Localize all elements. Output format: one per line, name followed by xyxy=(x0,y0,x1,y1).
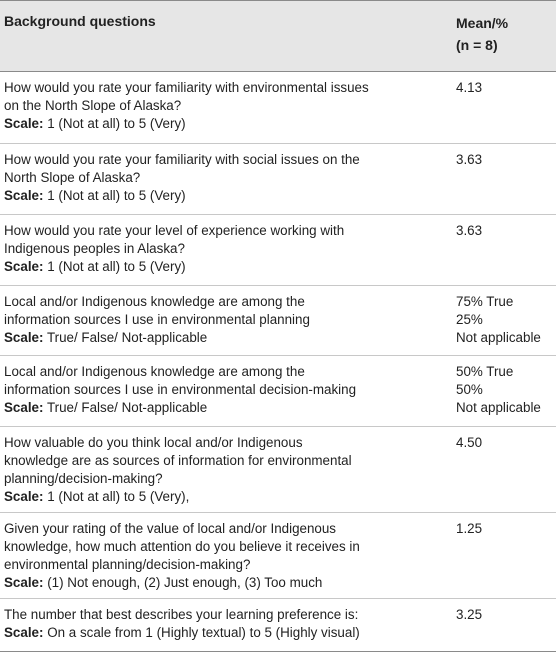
question-cell: Local and/or Indigenous knowledge are am… xyxy=(4,363,444,417)
question-text: North Slope of Alaska? xyxy=(4,170,141,185)
value-text: Not applicable xyxy=(456,400,541,415)
table-row: The number that best describes your lear… xyxy=(0,599,556,652)
scale-line: Scale: On a scale from 1 (Highly textual… xyxy=(4,624,544,642)
value-text: 1.25 xyxy=(456,521,483,536)
question-text: information sources I use in environment… xyxy=(4,312,310,327)
value-text: 75% True xyxy=(456,294,514,309)
scale-text: True/ False/ Not-applicable xyxy=(46,400,208,415)
scale-label: Scale: xyxy=(4,489,44,504)
table-row: How would you rate your familiarity with… xyxy=(0,144,556,215)
scale-line: Scale: True/ False/ Not-applicable xyxy=(4,399,444,417)
table-header: Background questions Mean/% (n = 8) xyxy=(0,0,556,72)
question-cell: How would you rate your familiarity with… xyxy=(4,79,444,133)
scale-label: Scale: xyxy=(4,330,44,345)
scale-line: Scale: True/ False/ Not-applicable xyxy=(4,329,444,347)
value-text: 3.63 xyxy=(456,152,483,167)
value-cell: 50% True 50% Not applicable xyxy=(456,363,556,417)
value-cell: 3.63 xyxy=(456,151,556,169)
scale-line: Scale: 1 (Not at all) to 5 (Very) xyxy=(4,258,444,276)
scale-text: 1 (Not at all) to 5 (Very), xyxy=(47,489,190,504)
question-text: environmental planning/decision-making? xyxy=(4,557,251,572)
question-text: on the North Slope of Alaska? xyxy=(4,98,182,113)
table-row: Local and/or Indigenous knowledge are am… xyxy=(0,356,556,427)
question-text: How would you rate your familiarity with… xyxy=(4,152,360,167)
value-cell: 3.63 xyxy=(456,222,556,240)
value-cell: 1.25 xyxy=(456,520,556,538)
question-cell: Given your rating of the value of local … xyxy=(4,520,444,592)
value-text: 4.13 xyxy=(456,80,483,95)
question-cell: Local and/or Indigenous knowledge are am… xyxy=(4,293,444,347)
question-text: knowledge, how much attention do you bel… xyxy=(4,539,360,554)
question-text: How would you rate your level of experie… xyxy=(4,223,345,238)
value-text: 3.25 xyxy=(456,607,483,622)
question-cell: The number that best describes your lear… xyxy=(4,606,544,642)
question-cell: How would you rate your familiarity with… xyxy=(4,151,444,205)
value-cell: 3.25 xyxy=(456,606,556,624)
header-background-questions: Background questions xyxy=(4,13,156,29)
header-n-label: (n = 8) xyxy=(456,37,498,53)
scale-line: Scale: (1) Not enough, (2) Just enough, … xyxy=(4,574,444,592)
scale-text: 1 (Not at all) to 5 (Very) xyxy=(47,259,186,274)
scale-label: Scale: xyxy=(4,259,44,274)
question-text: How would you rate your familiarity with… xyxy=(4,80,369,95)
question-text: Local and/or Indigenous knowledge are am… xyxy=(4,294,305,309)
question-cell: How valuable do you think local and/or I… xyxy=(4,434,444,506)
value-text: Not applicable xyxy=(456,330,541,345)
question-text: information sources I use in environment… xyxy=(4,382,357,397)
scale-text: 1 (Not at all) to 5 (Very) xyxy=(47,188,186,203)
scale-line: Scale: 1 (Not at all) to 5 (Very), xyxy=(4,488,444,506)
value-cell: 4.13 xyxy=(456,79,556,97)
value-cell: 4.50 xyxy=(456,434,556,452)
table-row: Local and/or Indigenous knowledge are am… xyxy=(0,286,556,356)
scale-text: 1 (Not at all) to 5 (Very) xyxy=(47,116,186,131)
value-text: 4.50 xyxy=(456,435,483,450)
scale-label: Scale: xyxy=(4,575,44,590)
question-cell: How would you rate your level of experie… xyxy=(4,222,444,276)
scale-label: Scale: xyxy=(4,116,44,131)
table-row: How would you rate your level of experie… xyxy=(0,215,556,286)
scale-text: (1) Not enough, (2) Just enough, (3) Too… xyxy=(47,575,323,590)
value-text: 3.63 xyxy=(456,223,483,238)
scale-label: Scale: xyxy=(4,625,44,640)
scale-line: Scale: 1 (Not at all) to 5 (Very) xyxy=(4,187,444,205)
table-row: How valuable do you think local and/or I… xyxy=(0,427,556,513)
question-text: The number that best describes your lear… xyxy=(4,607,359,622)
question-text: Indigenous peoples in Alaska? xyxy=(4,241,185,256)
scale-text: True/ False/ Not-applicable xyxy=(46,330,208,345)
value-text: 50% True xyxy=(456,364,514,379)
question-text: Local and/or Indigenous knowledge are am… xyxy=(4,364,305,379)
value-text: 25% xyxy=(456,312,483,327)
scale-text: On a scale from 1 (Highly textual) to 5 … xyxy=(47,625,360,640)
question-text: knowledge are as sources of information … xyxy=(4,453,352,468)
header-mean-label: Mean/% xyxy=(456,15,509,31)
scale-line: Scale: 1 (Not at all) to 5 (Very) xyxy=(4,115,444,133)
scale-label: Scale: xyxy=(4,400,44,415)
question-text: Given your rating of the value of local … xyxy=(4,521,337,536)
scale-label: Scale: xyxy=(4,188,44,203)
value-text: 50% xyxy=(456,382,483,397)
value-cell: 75% True 25% Not applicable xyxy=(456,293,556,347)
question-text: How valuable do you think local and/or I… xyxy=(4,435,303,450)
header-mean-percent: Mean/% (n = 8) xyxy=(456,12,508,56)
table-row: Given your rating of the value of local … xyxy=(0,513,556,599)
question-text: planning/decision-making? xyxy=(4,471,163,486)
table-row: How would you rate your familiarity with… xyxy=(0,72,556,144)
